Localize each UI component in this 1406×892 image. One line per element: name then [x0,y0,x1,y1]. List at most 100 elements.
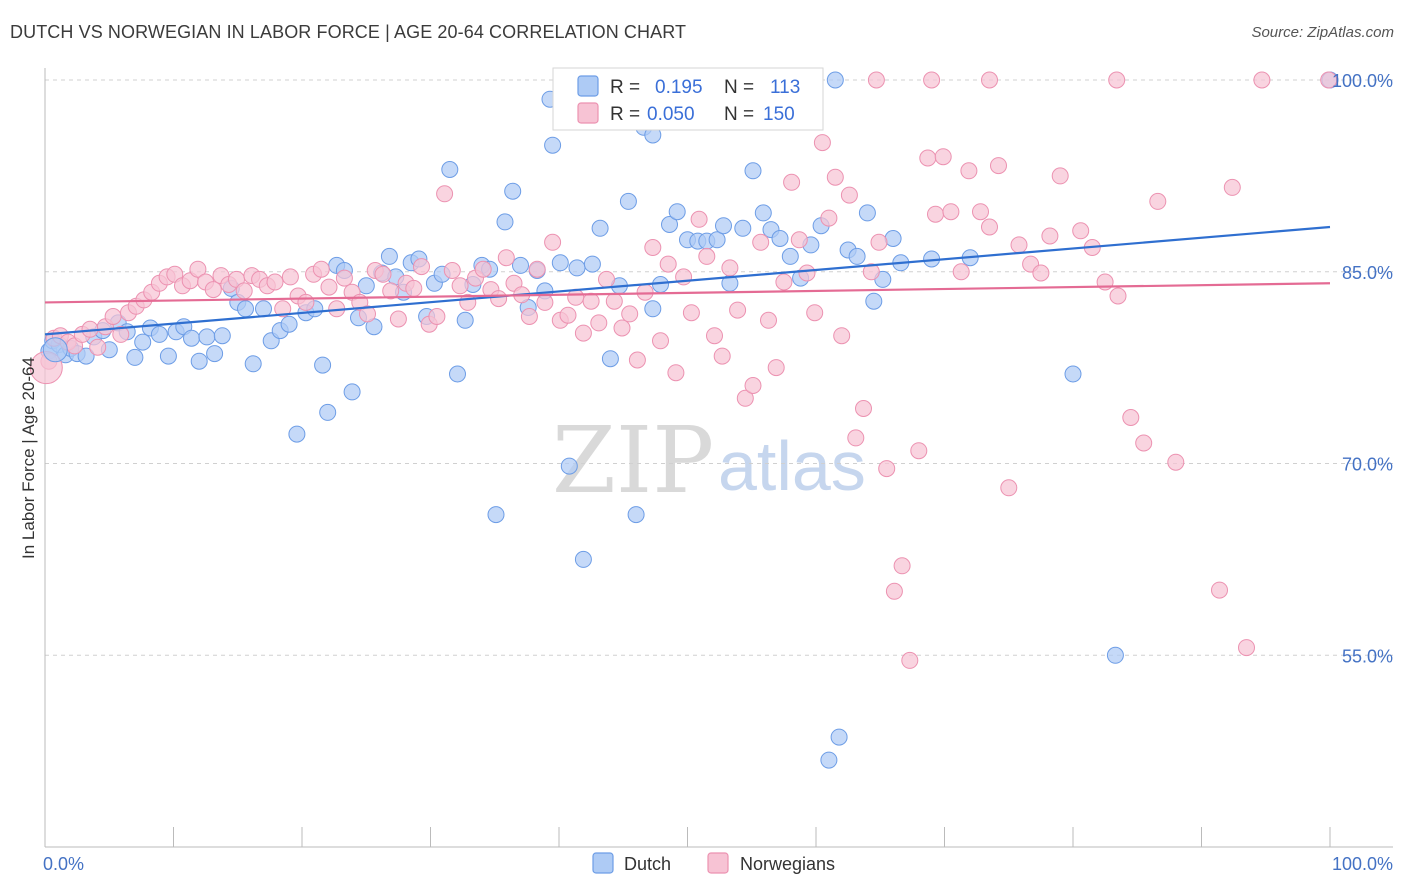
dutch-point-32 [288,425,306,443]
dutch-point-20 [190,352,208,370]
y-axis-title: In Labor Force | Age 20-64 [19,357,38,559]
norwegian-point-73 [598,270,615,288]
series-legend: Dutch Norwegians [592,852,835,874]
norwegian-point-77 [628,351,646,369]
norwegian-point-9 [104,308,122,325]
norwegian-point-22 [204,281,222,299]
norwegian-point-49 [413,258,430,276]
norwegian-point-111 [885,582,903,600]
y-tick-label-0: 100.0% [1332,71,1393,91]
norwegian-point-122 [981,218,998,236]
dutch-point-6 [77,347,95,365]
norwegian-point-115 [919,149,937,167]
norwegian-point-135 [1135,434,1153,452]
dutch-point-107 [1064,365,1082,383]
norwegian-point-130 [1072,222,1090,240]
dutch-point-91 [771,230,789,247]
norwegian-point-140 [1238,639,1255,657]
legend-dutch-r-value: 0.195 [655,77,703,98]
norwegian-point-109 [870,233,888,251]
norwegian-point-75 [613,319,631,337]
norwegian-point-68 [559,306,577,324]
norwegian-point-137 [1167,453,1185,471]
dutch-point-36 [319,403,337,421]
norwegian-point-133 [1109,287,1127,305]
norwegian-point-96 [775,273,793,291]
norwegian-point-45 [382,282,400,300]
trend-line-dutch [44,225,1331,336]
dutch-point-112 [644,300,662,318]
norwegian-point-63 [520,308,538,325]
norwegian-point-146 [1320,71,1338,89]
norwegian-point-93 [752,233,770,251]
norwegian-point-120 [960,162,978,180]
norwegian-point-81 [659,255,677,273]
norwegian-point-123 [990,157,1007,175]
dutch-point-35 [314,356,332,374]
norwegian-point-95 [767,359,785,377]
norwegian-point-54 [451,277,469,295]
dutch-point-65 [544,136,562,154]
norwegian-point-72 [590,314,608,332]
chart-source: Source: ZipAtlas.com [1251,24,1394,41]
dutch-point-58 [487,506,505,524]
norwegian-point-65 [536,293,554,311]
x-tick-label-0: 0.0% [43,854,84,874]
dutch-point-71 [591,219,609,237]
norwegian-point-80 [652,332,669,350]
dutch-point-54 [456,311,474,329]
legend-dutch-swatch [577,75,599,97]
dutch-point-12 [126,348,144,366]
norwegian-point-98 [790,231,808,249]
dutch-point-41 [357,277,375,295]
dutch-point-111 [826,71,844,89]
legend-dutch-n-label: N = [724,77,754,98]
stats-legend: R = 0.195 N = 113 R = 0.050 N = 150 [552,67,824,131]
norwegian-point-59 [490,290,508,308]
norwegian-point-84 [682,304,700,322]
dutch-point-74 [619,192,637,210]
dutch-point-16 [159,347,177,365]
legend-norwegians-r-label: R = [610,104,640,125]
norwegian-point-52 [436,185,454,203]
dutch-point-101 [865,292,883,310]
norwegian-point-99 [798,264,816,282]
legend-dutch-r-label: R = [610,77,640,98]
axes [44,68,1393,848]
dutch-point-28 [255,300,272,318]
dutch-point-108 [1106,646,1124,664]
dutch-point-59 [496,213,514,231]
norwegian-point-145 [1253,71,1271,89]
dutch-point-61 [512,256,529,274]
trend-lines [44,225,1331,336]
dutch-point-60 [504,182,522,200]
norwegian-point-117 [934,148,952,166]
dutch-point-69 [574,550,592,568]
dutch-point-21 [198,328,216,346]
dutch-point-70 [583,255,601,273]
norwegian-point-125 [1010,236,1028,254]
norwegian-point-116 [927,205,944,223]
norwegian-point-51 [428,308,446,325]
norwegian-point-103 [826,168,844,186]
dutch-point-39 [343,383,361,401]
dutch-point-52 [441,161,459,178]
norwegian-point-60 [497,249,515,267]
norwegian-point-121 [972,203,989,221]
norwegian-point-104 [833,327,851,345]
dutch-point-88 [744,162,762,180]
dutch-point-100 [858,204,876,222]
dutch-point-68 [568,259,586,277]
norwegian-point-42 [359,305,376,323]
norwegian-point-142 [923,71,941,89]
norwegian-point-113 [901,651,919,669]
norwegian-point-97 [783,173,801,191]
norwegian-point-69 [567,288,585,306]
dutch-point-87 [734,219,752,237]
norwegian-point-88 [713,347,731,365]
norwegian-point-20 [189,260,207,278]
legend-norwegians-n-label: N = [724,104,754,125]
dutch-point-89 [754,204,772,222]
norwegian-point-37 [320,278,338,296]
